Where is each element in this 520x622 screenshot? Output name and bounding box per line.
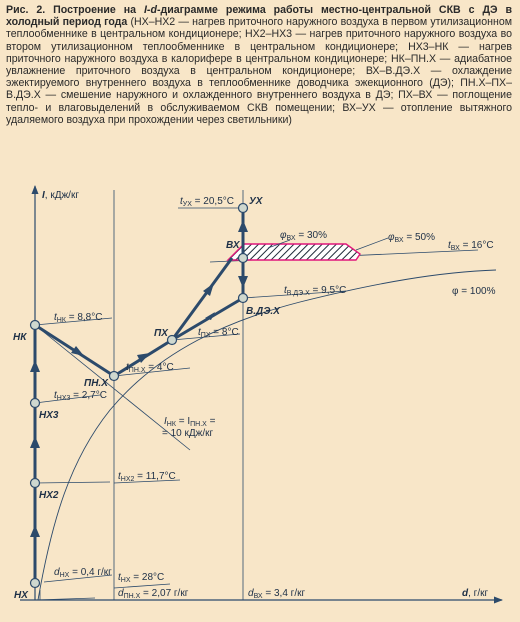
figure-caption: Рис. 2. Построение на I-d-диаграмме режи… <box>6 4 512 126</box>
ann-i-eq-1: IНК = IПН.Х = <box>164 416 216 428</box>
ann-d-vx: dВХ = 3,4 г/кг <box>248 588 305 600</box>
comfort-zone <box>226 243 361 261</box>
ann-phi-30-leader <box>267 239 291 249</box>
point-nk <box>29 319 41 331</box>
y-axis-label: I, кДж/кг <box>42 190 79 201</box>
caption-body: (НХ–НХ2 — нагрев приточного наружного во… <box>6 16 512 126</box>
point-vde <box>237 292 249 304</box>
i-line-nk <box>34 324 191 451</box>
arrow-up-1 <box>30 525 40 537</box>
arrow-pnx-px <box>137 353 150 363</box>
caption-title: Построение на <box>53 4 144 16</box>
ann-phi-50-leader <box>355 237 389 251</box>
arrow-up-3 <box>30 360 40 372</box>
ann-t-nx2: tНХ2 = 11,7°C <box>118 471 176 483</box>
t-line-vde <box>242 290 347 299</box>
arrow-vx-ux <box>238 220 248 232</box>
label-nx3: НХ3 <box>39 410 59 421</box>
label-pnx: ПН.Х <box>84 378 109 389</box>
t-line-nk <box>34 317 113 326</box>
point-nx <box>29 577 41 589</box>
t-line-px <box>171 333 241 341</box>
caption-prefix: Рис. 2. <box>6 4 54 16</box>
point-vx <box>237 252 249 264</box>
i-line-nx <box>34 597 96 601</box>
label-px: ПХ <box>154 328 169 339</box>
caption-ld: I-d <box>143 4 157 16</box>
t-line-nx2-lbl <box>113 479 181 484</box>
ann-t-nx3: tНХ3 = 2,7°C <box>54 390 107 402</box>
ann-t-px: tПХ = 8°C <box>198 327 239 339</box>
i-line-nx2 <box>34 481 111 484</box>
process-px-vde <box>171 296 244 342</box>
ann-t-nk: tНК = 8,8°C <box>54 312 102 324</box>
point-pnx <box>108 370 120 382</box>
ann-i-eq-2: = 10 кДж/кг <box>162 428 214 439</box>
d-nx-leader <box>43 574 113 583</box>
ann-d-pnx: dПН.Х = 2,07 г/кг <box>118 588 189 600</box>
ann-phi-50: φВХ = 50% <box>388 232 435 244</box>
arrow-px-vx <box>203 283 214 296</box>
label-ux: УХ <box>249 196 264 207</box>
point-px <box>166 334 178 346</box>
t-line-nx-lbl <box>113 583 171 589</box>
label-nx2: НХ2 <box>39 490 59 501</box>
ann-t-nx: tНХ = 28°C <box>118 572 164 584</box>
label-vx: ВХ <box>226 240 241 251</box>
point-nx3 <box>29 397 41 409</box>
ann-t-pnx: tПН.Х = 4°C <box>126 362 174 374</box>
ann-phi-100: φ = 100% <box>452 286 496 297</box>
point-nx2 <box>29 477 41 489</box>
label-nx: НХ <box>14 590 29 601</box>
x-axis-label: d, г/кг <box>462 588 488 599</box>
ann-phi-30: φВХ = 30% <box>280 230 327 242</box>
arrow-up-2 <box>30 436 40 448</box>
ann-t-ux: tУХ = 20,5°C <box>180 196 234 208</box>
ann-t-vx: tВХ = 16°C <box>448 240 494 252</box>
ann-t-vde: tВ.ДЭ.Х = 9,5°C <box>284 285 346 297</box>
t-line-pnx <box>113 367 191 377</box>
phi-100-curve <box>37 269 497 601</box>
point-ux <box>237 202 249 214</box>
caption-title-rest: -диаграмме режима работы местно-централь… <box>6 4 513 29</box>
arrow-nk-pnx <box>71 346 84 356</box>
ann-d-nx: dНХ = 0,4 г/кг <box>54 567 112 579</box>
label-vde: В.ДЭ.Х <box>246 306 281 317</box>
label-nk: НК <box>13 332 27 343</box>
arrow-vx-vde <box>238 276 248 288</box>
arrow-vde-px <box>205 312 215 320</box>
i-line-nx3 <box>34 394 101 404</box>
process-px-vx <box>170 257 234 341</box>
